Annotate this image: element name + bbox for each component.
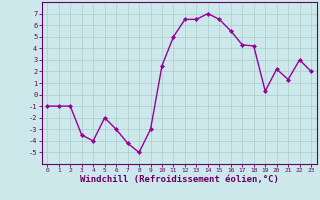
X-axis label: Windchill (Refroidissement éolien,°C): Windchill (Refroidissement éolien,°C) xyxy=(80,175,279,184)
